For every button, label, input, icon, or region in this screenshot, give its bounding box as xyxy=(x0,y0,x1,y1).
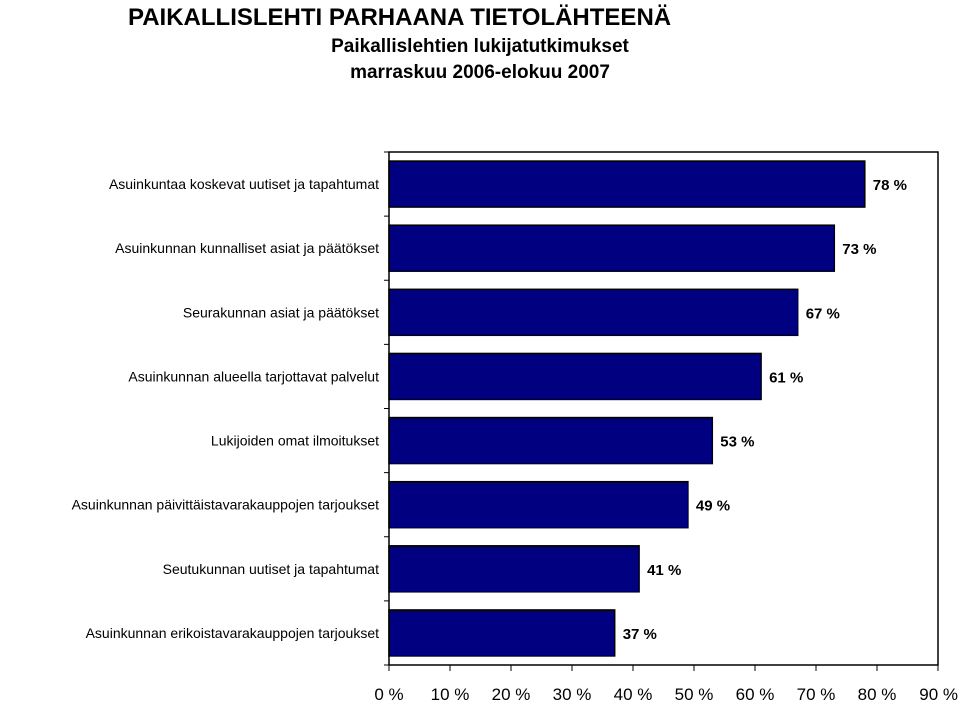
x-tick-label: 50 % xyxy=(675,685,714,704)
data-label: 37 % xyxy=(623,626,657,643)
data-label: 49 % xyxy=(696,498,730,515)
x-tick-label: 10 % xyxy=(431,685,470,704)
bar xyxy=(388,160,866,208)
bar xyxy=(388,545,640,593)
category-label: Asuinkunnan päivittäistavarakauppojen ta… xyxy=(72,497,380,513)
x-tick-label: 20 % xyxy=(492,685,531,704)
bar xyxy=(388,480,689,529)
chart-subtitle-line1: Paikallislehtien lukijatutkimukset xyxy=(331,36,629,57)
data-label: 67 % xyxy=(806,305,840,322)
category-label: Seurakunnan asiat ja päätökset xyxy=(183,304,379,320)
category-label: Asuinkunnan erikoistavarakauppojen tarjo… xyxy=(86,625,380,641)
x-tick-label: 40 % xyxy=(614,685,653,704)
data-label: 78 % xyxy=(873,177,907,194)
data-label: 53 % xyxy=(720,434,754,451)
x-tick-label: 70 % xyxy=(797,685,836,704)
x-tick-label: 60 % xyxy=(736,685,775,704)
category-label: Seutukunnan uutiset ja tapahtumat xyxy=(163,561,379,577)
bar xyxy=(388,609,616,657)
category-label: Asuinkuntaa koskevat uutiset ja tapahtum… xyxy=(109,176,379,192)
category-label: Lukijoiden omat ilmoitukset xyxy=(211,433,379,449)
data-label: 41 % xyxy=(647,562,681,579)
data-label: 73 % xyxy=(842,241,876,258)
bar xyxy=(388,352,762,401)
bar xyxy=(388,416,714,465)
chart-subtitle-line2: marraskuu 2006-elokuu 2007 xyxy=(350,62,610,83)
x-tick-label: 80 % xyxy=(858,685,897,704)
bar xyxy=(388,224,836,272)
bar xyxy=(388,288,799,337)
category-label: Asuinkunnan alueella tarjottavat palvelu… xyxy=(128,368,379,384)
data-label: 61 % xyxy=(769,369,803,386)
chart-title: PAIKALLISLEHTI PARHAANA TIETOLÄHTEENÄ xyxy=(128,4,672,31)
x-tick-label: 30 % xyxy=(553,685,592,704)
x-tick-label: 90 % xyxy=(919,685,958,704)
x-tick-label: 0 % xyxy=(374,685,403,704)
category-label: Asuinkunnan kunnalliset asiat ja päätöks… xyxy=(115,240,379,256)
